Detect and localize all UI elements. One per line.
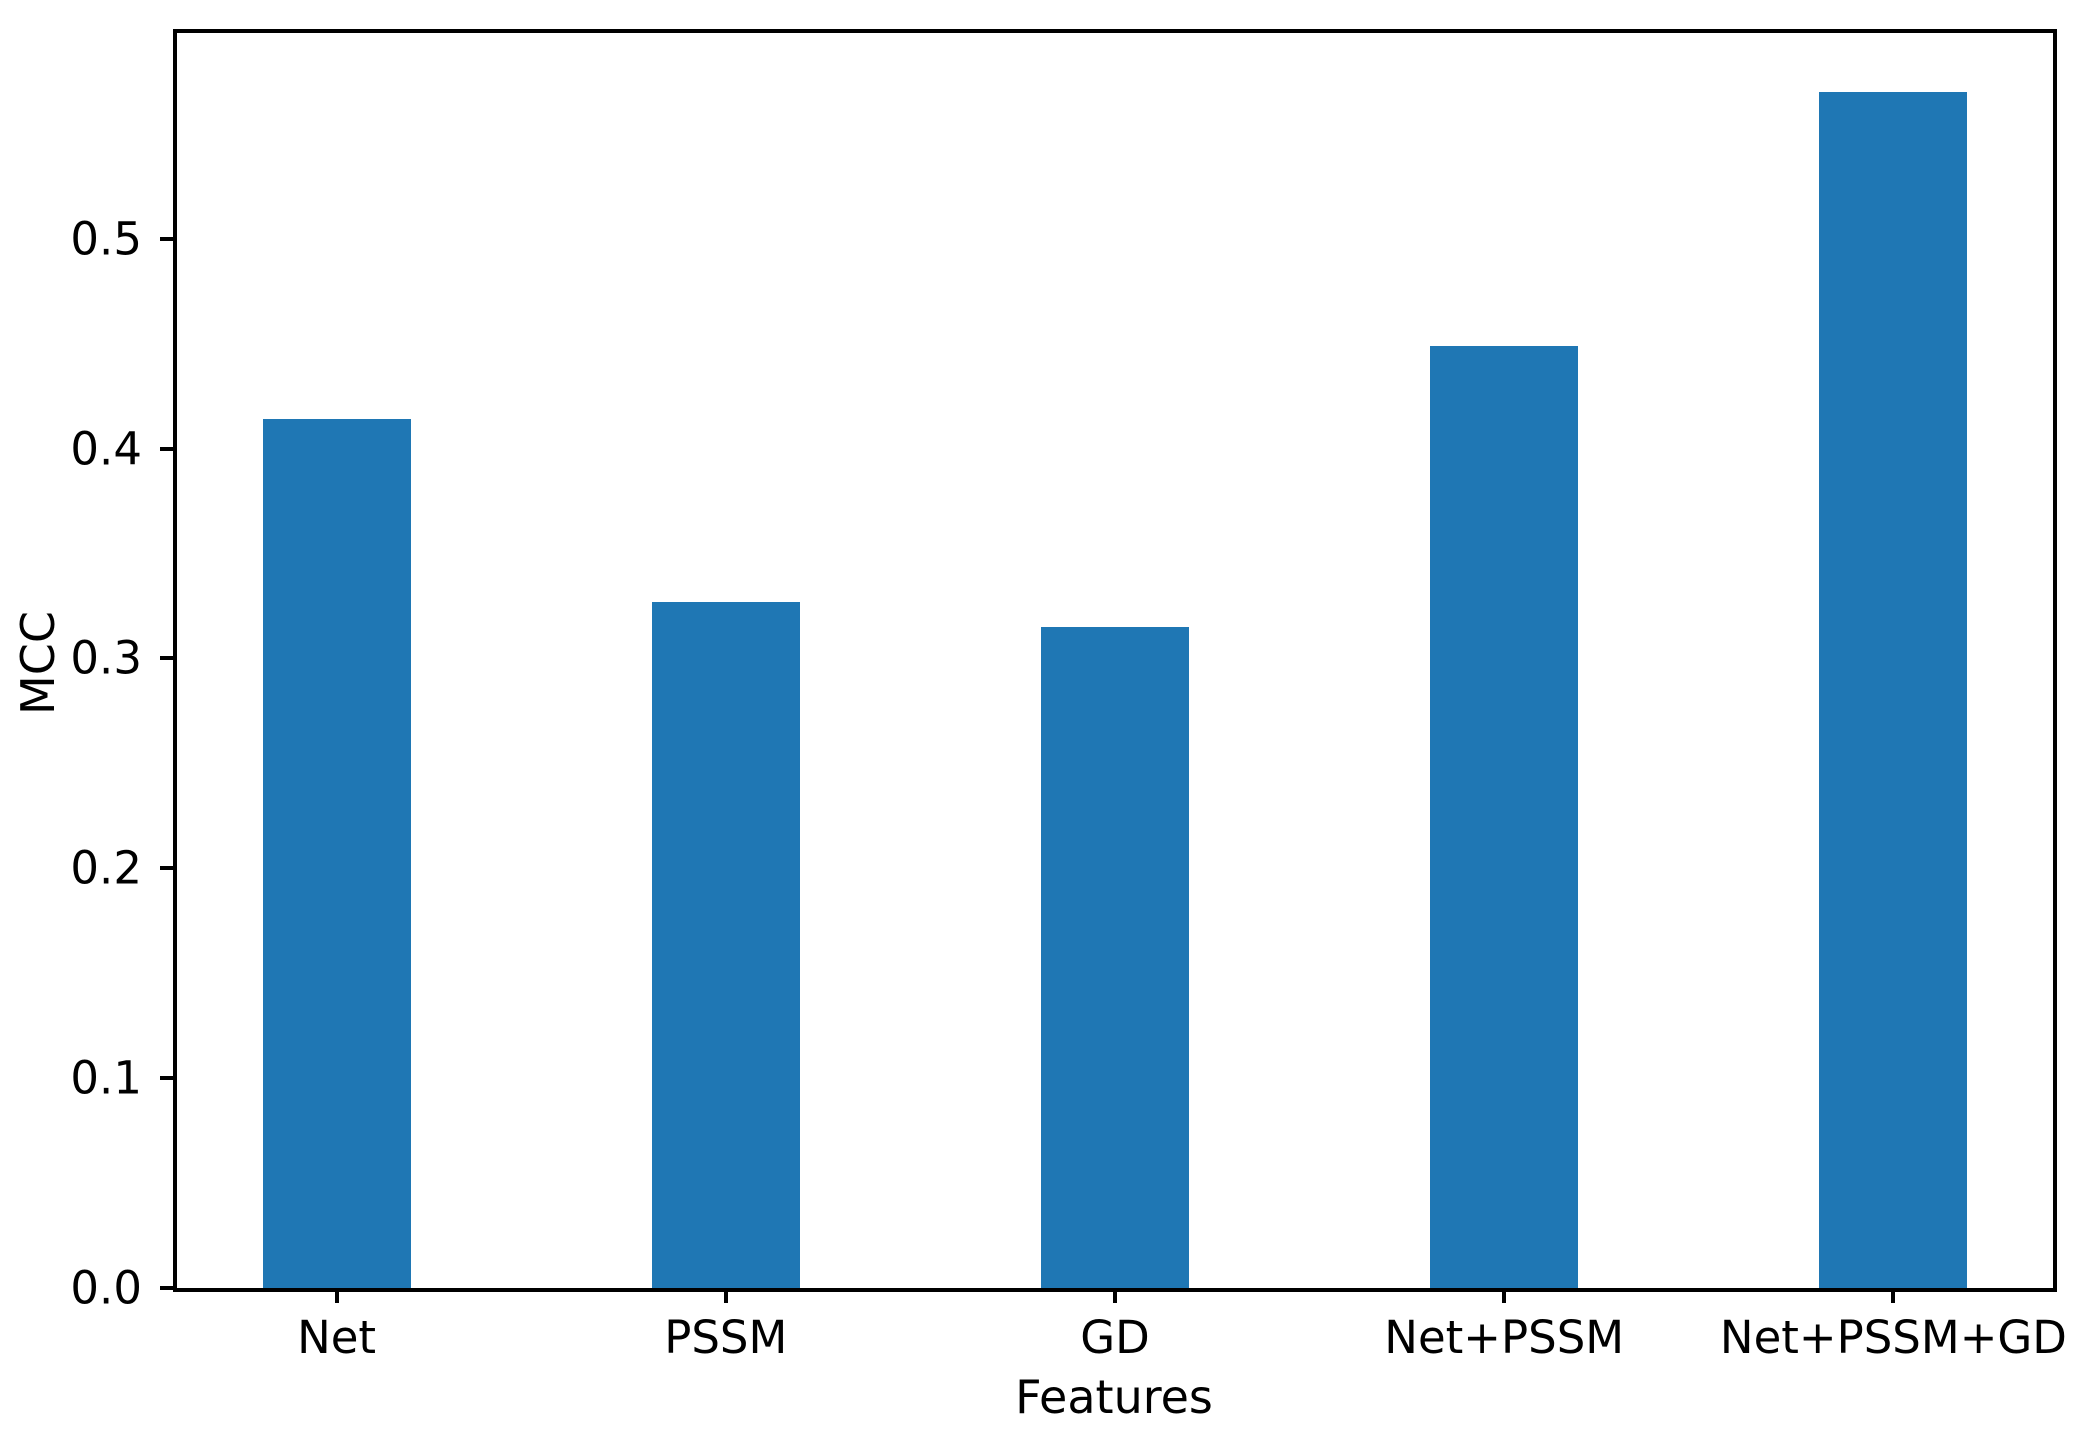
y-tick-label: 0.0: [70, 1261, 142, 1315]
bar-net-pssm-gd: [1819, 91, 1968, 1288]
bar-pssm: [651, 601, 800, 1288]
x-tick-mark: [1502, 1288, 1507, 1303]
bar-gd: [1041, 626, 1189, 1288]
y-tick-mark: [160, 236, 175, 241]
x-tick-mark: [334, 1288, 339, 1303]
x-tick-label: GD: [1080, 1311, 1150, 1364]
x-tick-label: Net: [297, 1311, 377, 1364]
x-tick-mark: [1891, 1288, 1896, 1303]
y-tick-label: 0.2: [70, 841, 142, 895]
y-tick-mark: [160, 1076, 175, 1081]
x-axis-label: Features: [1015, 1370, 1213, 1424]
x-tick-label: PSSM: [664, 1311, 788, 1364]
x-tick-label: Net+PSSM+GD: [1719, 1311, 2067, 1364]
x-tick-mark: [1113, 1288, 1117, 1303]
bar-net-pssm: [1430, 345, 1579, 1288]
y-tick-label: 0.1: [70, 1051, 142, 1105]
y-tick-mark: [160, 446, 175, 451]
plot-area: [177, 33, 2053, 1288]
y-tick-mark: [160, 1286, 175, 1290]
y-tick-label: 0.5: [70, 212, 142, 266]
x-tick-mark: [723, 1288, 728, 1303]
y-tick-label: 0.3: [70, 631, 142, 685]
y-axis-label: MCC: [11, 611, 65, 715]
bar-net: [262, 419, 411, 1288]
y-tick-label: 0.4: [70, 422, 142, 476]
y-tick-mark: [160, 866, 175, 871]
y-tick-mark: [160, 656, 175, 661]
x-tick-label: Net+PSSM: [1384, 1311, 1625, 1364]
